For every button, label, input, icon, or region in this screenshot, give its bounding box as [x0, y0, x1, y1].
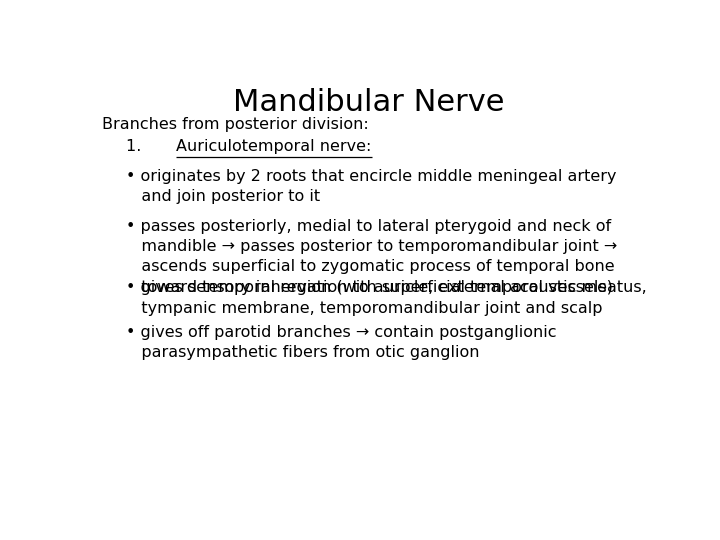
Text: Mandibular Nerve: Mandibular Nerve [233, 87, 505, 117]
Text: • passes posteriorly, medial to lateral pterygoid and neck of
   mandible → pass: • passes posteriorly, medial to lateral … [126, 219, 618, 295]
Text: Auriculotemporal nerve:: Auriculotemporal nerve: [176, 139, 372, 154]
Text: 1.: 1. [126, 139, 162, 154]
Text: • gives off parotid branches → contain postganglionic
   parasympathetic fibers : • gives off parotid branches → contain p… [126, 325, 557, 360]
Text: Branches from posterior division:: Branches from posterior division: [102, 117, 369, 132]
Text: • gives sensory innervation to auricle, external acoustic meatus,
   tympanic me: • gives sensory innervation to auricle, … [126, 280, 647, 315]
Text: • originates by 2 roots that encircle middle meningeal artery
   and join poster: • originates by 2 roots that encircle mi… [126, 168, 617, 204]
